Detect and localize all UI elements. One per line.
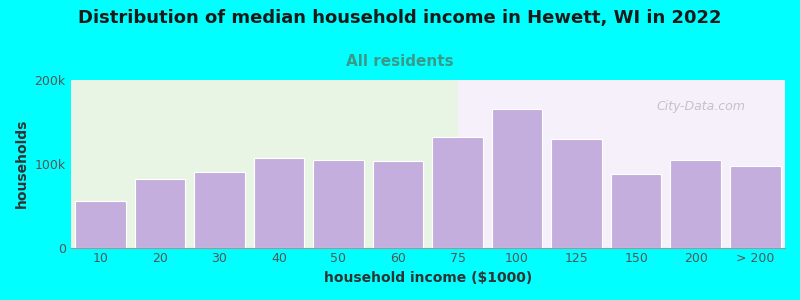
X-axis label: household income ($1000): household income ($1000)	[324, 271, 532, 285]
Bar	[373, 161, 423, 248]
Text: All residents: All residents	[346, 54, 454, 69]
Bar	[75, 202, 126, 248]
Y-axis label: households: households	[15, 119, 29, 208]
Bar	[254, 158, 304, 248]
Bar	[611, 174, 662, 248]
Text: Distribution of median household income in Hewett, WI in 2022: Distribution of median household income …	[78, 9, 722, 27]
Bar	[492, 109, 542, 248]
Bar	[551, 139, 602, 247]
Bar	[134, 179, 185, 247]
Bar	[458, 80, 785, 248]
Text: City-Data.com: City-Data.com	[656, 100, 746, 113]
Bar	[313, 160, 364, 248]
Bar	[670, 160, 721, 248]
Bar	[432, 137, 483, 247]
Bar	[730, 166, 781, 248]
Bar	[194, 172, 245, 248]
Bar	[70, 80, 458, 248]
